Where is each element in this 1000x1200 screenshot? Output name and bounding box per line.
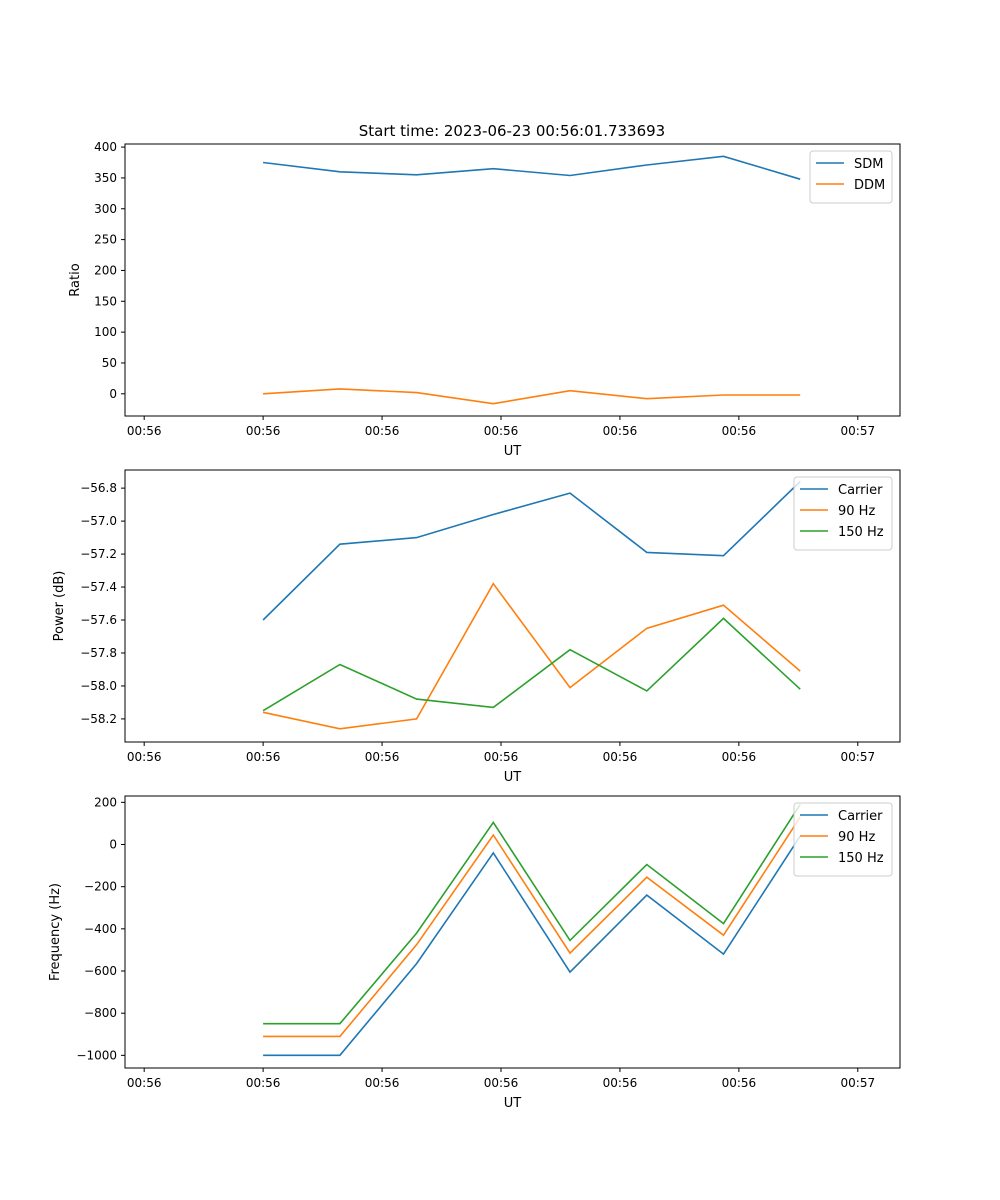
y-tick-label: −200 [84,880,117,894]
series-line-sdm [263,155,801,180]
series-line-carrier [262,480,801,621]
series-line-90-hz [263,816,801,1038]
x-tick-label: 00:56 [603,1076,638,1090]
legend: Carrier 90 Hz 150 Hz [793,476,893,551]
x-axis-label: UT [504,444,522,459]
series-line-ddm [263,388,801,405]
x-tick-label: 00:56 [246,1076,281,1090]
x-tick-label: 00:56 [722,750,757,764]
x-axis-label: UT [504,1096,522,1111]
y-tick-label: 0 [109,387,117,401]
x-axis-label: UT [504,770,522,785]
y-tick-label: 200 [94,795,117,809]
axes-frame [124,469,901,743]
y-tick-label: −1000 [76,1048,117,1062]
legend-label: DDM [854,178,885,193]
y-axis-label: Power (dB) [52,571,67,642]
y-tick-label: 100 [94,325,117,339]
x-tick-label: 00:56 [484,1076,519,1090]
y-tick-label: 400 [94,140,117,154]
x-tick-label: 00:56 [127,424,162,438]
y-tick-label: −56.8 [80,481,117,495]
legend-label: 150 Hz [838,525,884,540]
x-tick-label: 00:56 [365,424,400,438]
y-tick-label: −57.6 [80,613,117,627]
x-tick-label: 00:56 [127,750,162,764]
legend-label: Carrier [838,809,883,824]
y-tick-label: −58.2 [80,712,117,726]
y-tick-label: −400 [84,922,117,936]
figure-title: Start time: 2023-06-23 00:56:01.733693 [359,122,665,140]
x-tick-label: 00:56 [603,750,638,764]
y-tick-label: −57.8 [80,646,117,660]
legend-label: Carrier [838,483,883,498]
series-line-150-hz [262,617,801,712]
x-tick-label: 00:57 [841,1076,876,1090]
x-tick-label: 00:56 [246,750,281,764]
y-tick-label: 200 [94,263,117,277]
subplot-1: 00:56 00:56 00:56 00:56 00:56 00:56 00:57 0 50 10… [68,140,901,459]
y-tick-label: 0 [109,837,117,851]
legend-label: SDM [854,157,883,172]
series-line-150-hz [263,803,801,1025]
subplot-3: 00:56 00:56 00:56 00:56 00:56 00:56 00:57 −1000… [48,795,901,1111]
legend-label: 90 Hz [838,830,875,845]
y-tick-label: −57.2 [80,547,117,561]
x-tick-label: 00:56 [365,750,400,764]
legend-label: 150 Hz [838,851,884,866]
x-tick-label: 00:57 [841,750,876,764]
x-tick-label: 00:56 [603,424,638,438]
y-axis-label: Ratio [68,263,83,296]
y-axis-label: Frequency (Hz) [48,883,63,981]
axes-frame [124,795,901,1069]
axes-frame [124,143,901,417]
legend-box [809,150,893,204]
series-line-90-hz [262,582,801,730]
x-tick-label: 00:56 [246,424,281,438]
y-tick-label: −58.0 [80,679,117,693]
subplot-2: 00:56 00:56 00:56 00:56 00:56 00:56 00:57 −58.2… [52,469,901,785]
x-tick-label: 00:56 [365,1076,400,1090]
subplots: 00:56 00:56 00:56 00:56 00:56 00:56 00:57 0 50 10… [48,140,901,1111]
y-tick-label: 300 [94,202,117,216]
y-tick-label: −600 [84,964,117,978]
y-tick-label: 350 [94,171,117,185]
y-tick-label: −57.4 [80,580,117,594]
legend-label: 90 Hz [838,504,875,519]
legend: Carrier 90 Hz 150 Hz [793,802,893,877]
y-tick-label: −57.0 [80,514,117,528]
y-tick-label: −800 [84,1006,117,1020]
series-line-carrier [263,835,801,1057]
y-tick-label: 50 [102,356,117,370]
y-tick-label: 150 [94,294,117,308]
x-tick-label: 00:56 [722,424,757,438]
x-tick-label: 00:57 [841,424,876,438]
x-tick-label: 00:56 [484,750,519,764]
x-tick-label: 00:56 [722,1076,757,1090]
x-tick-label: 00:56 [127,1076,162,1090]
y-tick-label: 250 [94,233,117,247]
legend: SDM DDM [809,150,893,204]
x-tick-label: 00:56 [484,424,519,438]
